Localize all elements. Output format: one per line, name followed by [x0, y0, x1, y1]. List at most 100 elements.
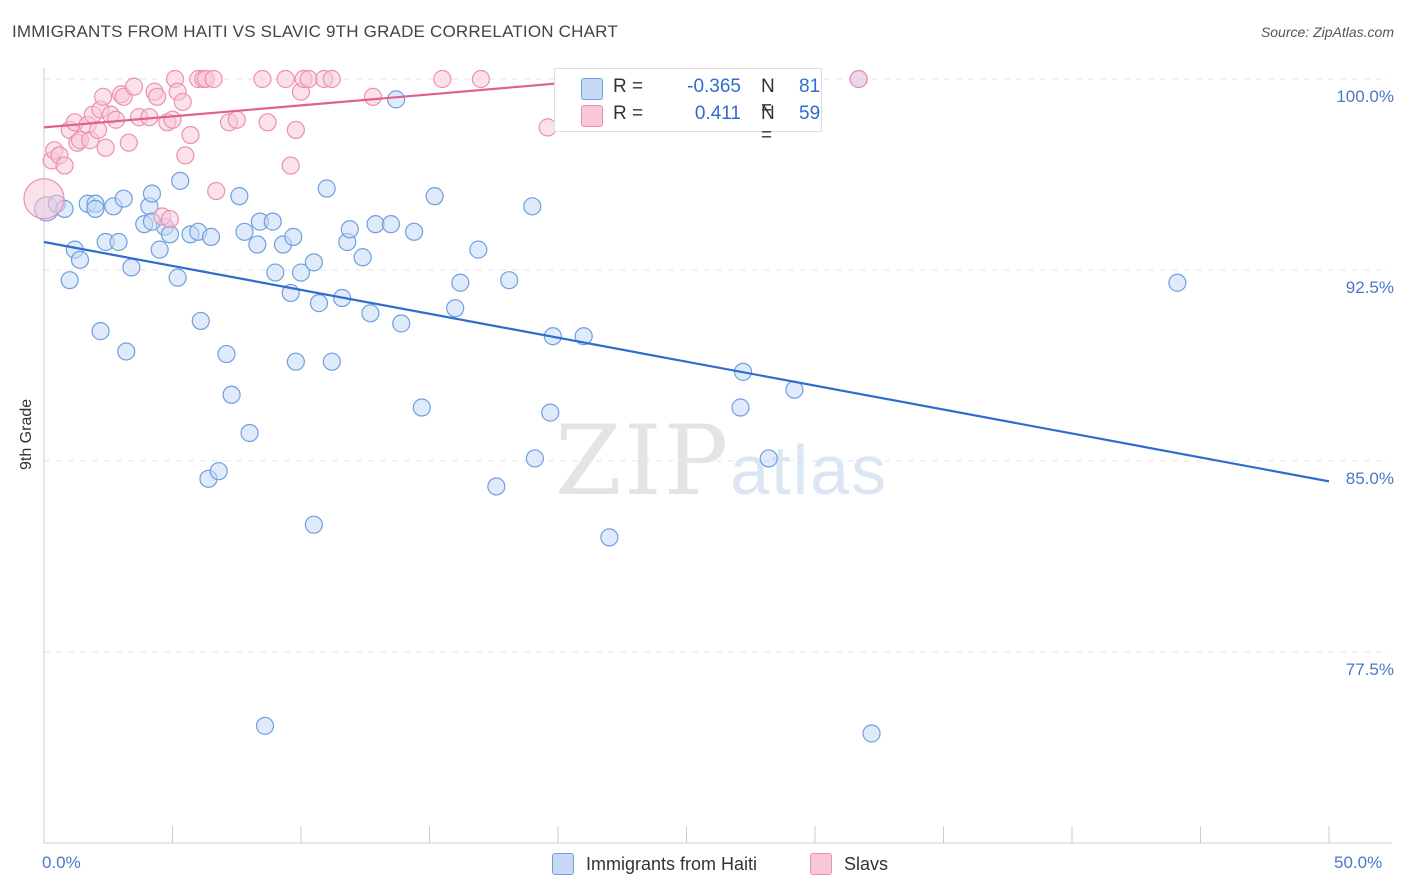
data-point	[363, 87, 383, 106]
data-point	[574, 327, 593, 346]
data-point	[849, 69, 868, 89]
data-point	[55, 156, 74, 175]
data-point	[70, 250, 90, 269]
data-point	[253, 69, 272, 89]
stats-swatch-haiti	[581, 78, 603, 100]
data-point	[487, 477, 506, 496]
data-point	[147, 87, 167, 106]
data-point	[88, 120, 108, 140]
legend-swatch-haiti	[552, 853, 574, 876]
data-point	[286, 120, 305, 140]
data-point	[94, 87, 113, 106]
data-point	[109, 232, 128, 252]
data-point	[176, 146, 195, 165]
data-point	[469, 240, 488, 259]
data-point	[160, 225, 180, 244]
data-point	[255, 716, 275, 735]
data-point	[124, 77, 144, 96]
legend-item-slavs: Slavs	[810, 853, 889, 876]
data-point	[340, 220, 359, 239]
data-point	[150, 240, 169, 259]
gridlines	[44, 78, 1389, 653]
data-point	[317, 179, 336, 198]
data-point	[248, 235, 267, 254]
data-point	[114, 189, 133, 208]
data-point	[386, 90, 406, 109]
data-point	[266, 263, 285, 282]
data-point	[353, 248, 372, 267]
stats-swatch-slavs	[581, 105, 603, 127]
stats-box: R = -0.365 N = 81 R = 0.411 N = 59	[554, 68, 822, 146]
data-point	[322, 352, 341, 371]
data-point	[60, 271, 79, 290]
stats-n-value: 81	[799, 76, 821, 97]
data-point	[163, 110, 182, 129]
data-point	[207, 181, 226, 201]
y-tick-label: 77.5%	[1345, 660, 1394, 679]
chart-title: IMMIGRANTS FROM HAITI VS SLAVIC 9TH GRAD…	[12, 22, 618, 41]
legend-item-haiti: Immigrants from Haiti	[552, 853, 758, 876]
data-point	[142, 184, 162, 203]
data-point	[322, 69, 341, 89]
data-point	[263, 212, 282, 231]
stats-r-label: R =	[613, 103, 644, 124]
data-point	[96, 138, 115, 157]
data-point	[361, 304, 380, 323]
data-point	[281, 156, 300, 175]
data-point	[523, 197, 542, 216]
data-point	[181, 125, 200, 145]
data-point	[91, 322, 110, 341]
data-point	[204, 69, 223, 89]
data-point	[471, 69, 490, 89]
data-point	[222, 385, 241, 404]
data-point	[240, 423, 259, 443]
data-point	[227, 110, 246, 129]
data-point	[541, 403, 560, 422]
x-tick-label: 50.0%	[1334, 853, 1383, 872]
data-point	[500, 271, 519, 290]
data-point	[304, 253, 323, 272]
stats-r-value: -0.365	[687, 76, 741, 97]
legend-swatch-slavs	[810, 853, 832, 876]
data-point	[235, 222, 254, 241]
data-point	[446, 299, 465, 318]
data-point	[209, 462, 228, 481]
data-point	[525, 449, 544, 468]
data-point	[191, 311, 210, 331]
y-tick-label: 100.0%	[1336, 87, 1394, 106]
data-point	[284, 227, 303, 246]
stats-r-value: 0.411	[694, 103, 741, 124]
data-point	[86, 199, 105, 218]
data-point	[412, 398, 431, 417]
data-point	[171, 171, 190, 190]
data-point	[304, 515, 323, 534]
stats-n-value: 59	[799, 103, 821, 124]
stats-n-label: N =	[761, 103, 775, 146]
legend-label-haiti: Immigrants from Haiti	[586, 853, 758, 874]
data-point	[258, 113, 277, 132]
chart-source: Source: ZipAtlas.com	[1260, 24, 1394, 40]
data-point	[160, 209, 180, 229]
data-point	[862, 724, 881, 743]
y-tick-label: 92.5%	[1345, 278, 1394, 297]
series-haiti-points	[33, 69, 1187, 743]
data-point	[217, 344, 236, 364]
y-tick-label: 85.0%	[1345, 469, 1394, 488]
data-point	[381, 215, 401, 234]
data-point	[119, 133, 138, 152]
data-point	[299, 69, 318, 89]
data-point	[451, 273, 470, 292]
data-point	[600, 528, 619, 547]
data-point	[425, 187, 444, 206]
legend-label-slavs: Slavs	[844, 853, 889, 874]
data-point	[1168, 273, 1187, 292]
data-point	[404, 222, 424, 241]
axes	[43, 68, 1392, 844]
data-point	[286, 352, 305, 371]
data-point	[309, 294, 329, 313]
data-point	[122, 258, 141, 277]
data-point	[731, 398, 750, 417]
data-point	[392, 314, 411, 333]
data-point	[173, 92, 192, 112]
